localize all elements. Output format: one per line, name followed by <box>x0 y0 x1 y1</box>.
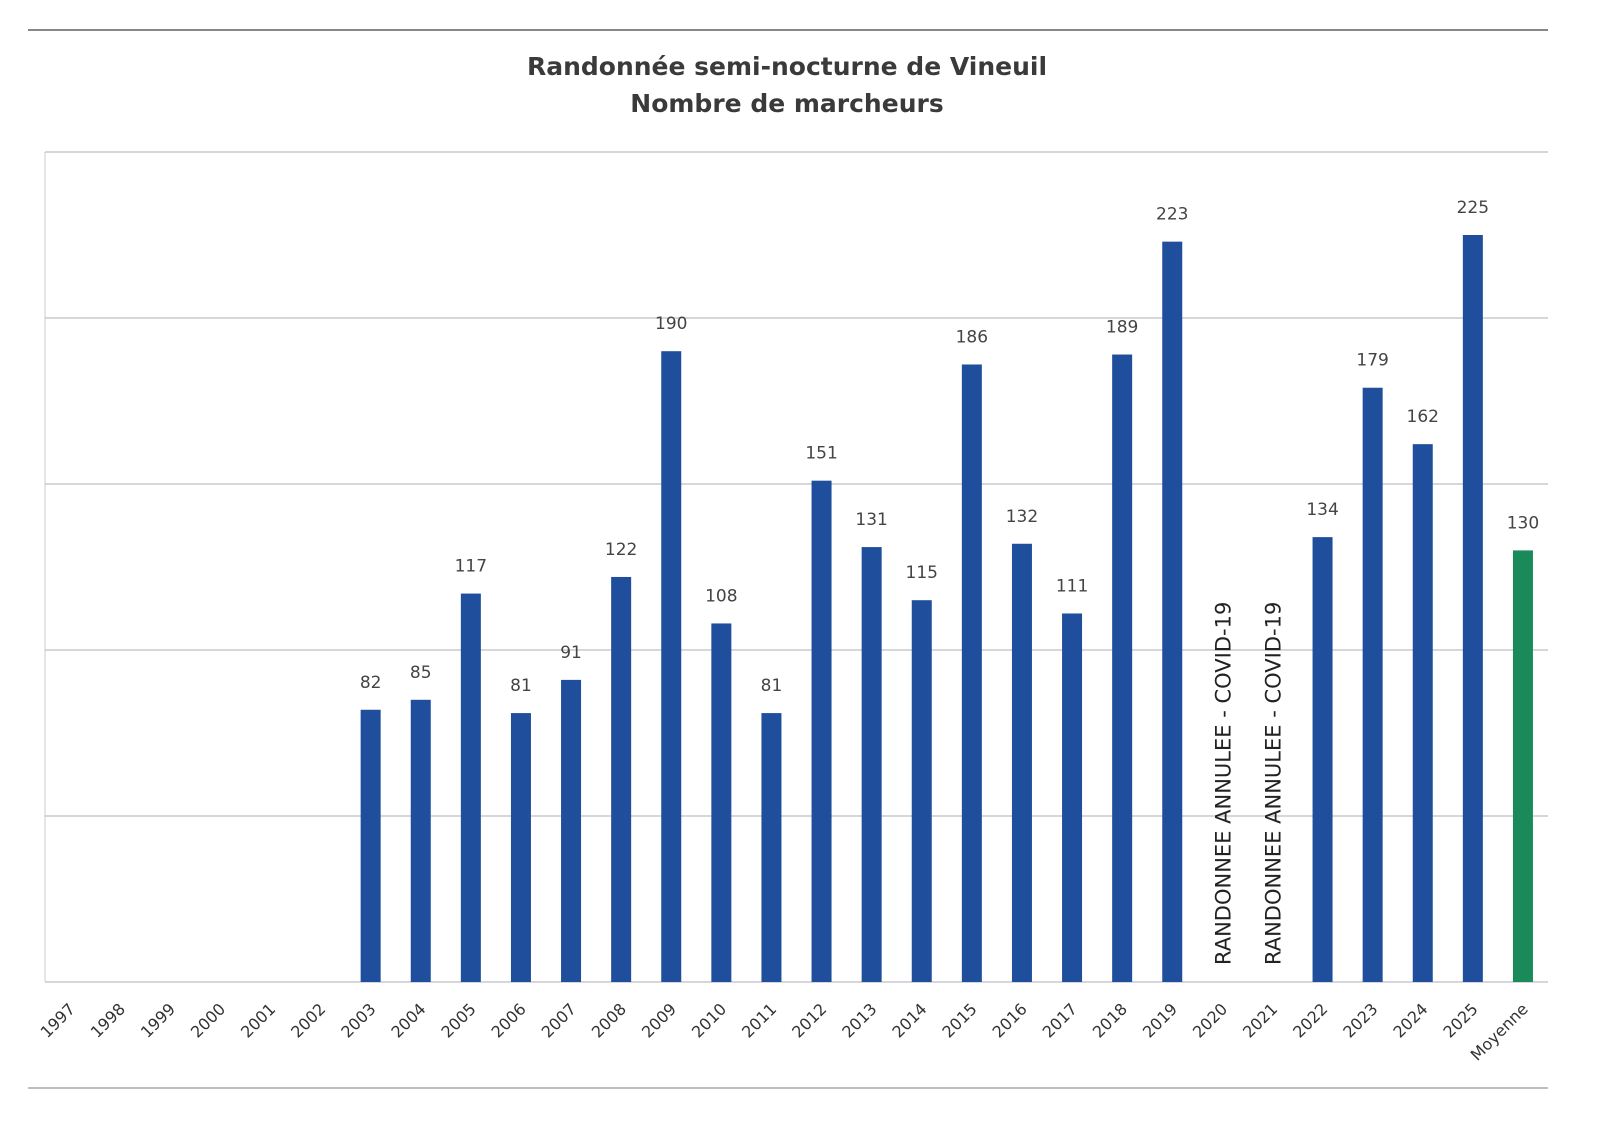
data-label: 85 <box>410 663 432 683</box>
bar <box>1112 354 1133 982</box>
data-label: 81 <box>761 676 783 696</box>
x-tick-label: 2014 <box>888 999 930 1041</box>
bar <box>961 364 982 983</box>
bar <box>1011 543 1032 982</box>
x-tick-label: 2005 <box>437 999 479 1041</box>
bar <box>410 699 431 982</box>
data-label: 108 <box>705 586 737 606</box>
x-tick-label: 2017 <box>1039 999 1081 1041</box>
data-label: 162 <box>1407 407 1439 427</box>
x-tick-label: 2016 <box>989 999 1031 1041</box>
x-tick-label: 1999 <box>137 999 179 1041</box>
x-tick-label: 1997 <box>37 999 79 1041</box>
bar <box>1312 537 1333 982</box>
bar <box>360 709 381 982</box>
data-label: 223 <box>1156 205 1188 225</box>
data-label: 82 <box>360 673 382 693</box>
x-tick-label: 2010 <box>688 999 730 1041</box>
x-tick-label: 2021 <box>1239 999 1281 1041</box>
x-tick-label: 2001 <box>237 999 279 1041</box>
bar <box>1512 550 1533 982</box>
bar <box>1462 235 1483 982</box>
annotation: RANDONNEE ANNULEE - COVID-19 <box>1261 602 1285 965</box>
x-tick-label: 2019 <box>1139 999 1181 1041</box>
x-tick-label: 2000 <box>187 999 229 1041</box>
x-tick-label: 2025 <box>1439 999 1481 1041</box>
data-label: 130 <box>1507 513 1539 533</box>
data-label: 91 <box>560 643 582 663</box>
bar <box>1412 444 1433 982</box>
bar <box>1362 387 1383 983</box>
data-label: 131 <box>855 510 887 530</box>
x-tick-label: 2002 <box>287 999 329 1041</box>
bar <box>1162 241 1183 982</box>
x-tick-label: 2004 <box>387 999 429 1041</box>
bar <box>460 593 481 982</box>
annotation: RANDONNEE ANNULEE - COVID-19 <box>1211 602 1235 965</box>
x-tick-label: 2011 <box>738 999 780 1041</box>
x-tick-label: 2015 <box>938 999 980 1041</box>
bar <box>911 600 932 982</box>
bar <box>1062 613 1083 982</box>
bar <box>861 547 882 982</box>
data-label: 132 <box>1006 507 1038 527</box>
x-tick-label: 2023 <box>1339 999 1381 1041</box>
data-label: 117 <box>455 557 487 577</box>
chart-title: Randonnée semi-nocturne de Vineuil <box>527 52 1047 81</box>
data-label: 225 <box>1457 198 1489 218</box>
data-label: 186 <box>956 327 988 347</box>
x-tick-label: 2009 <box>638 999 680 1041</box>
bar <box>711 623 732 982</box>
x-tick-label: 2018 <box>1089 999 1131 1041</box>
x-tick-label: 1998 <box>87 999 129 1041</box>
data-label: 151 <box>805 444 837 464</box>
bar <box>611 576 632 982</box>
data-label: 190 <box>655 314 687 334</box>
data-label: 115 <box>906 563 938 583</box>
x-tick-label: 2012 <box>788 999 830 1041</box>
data-label: 179 <box>1356 351 1388 371</box>
x-tick-label: 2020 <box>1189 999 1231 1041</box>
x-tick-label: 2013 <box>838 999 880 1041</box>
chart-subtitle: Nombre de marcheurs <box>630 89 943 118</box>
x-tick-label: 2024 <box>1389 999 1431 1041</box>
bar <box>761 713 782 982</box>
data-label: 189 <box>1106 318 1138 338</box>
x-tick-label: 2008 <box>588 999 630 1041</box>
x-tick-label: 2007 <box>538 999 580 1041</box>
bar <box>561 679 582 982</box>
data-label: 111 <box>1056 576 1088 596</box>
x-tick-label: 2022 <box>1289 999 1331 1041</box>
bar <box>510 713 531 982</box>
bar <box>811 480 832 982</box>
x-tick-label: 2006 <box>488 999 530 1041</box>
data-label: 122 <box>605 540 637 560</box>
x-tick-label: 2003 <box>337 999 379 1041</box>
bar <box>661 351 682 982</box>
data-label: 134 <box>1306 500 1338 520</box>
data-label: 81 <box>510 676 532 696</box>
